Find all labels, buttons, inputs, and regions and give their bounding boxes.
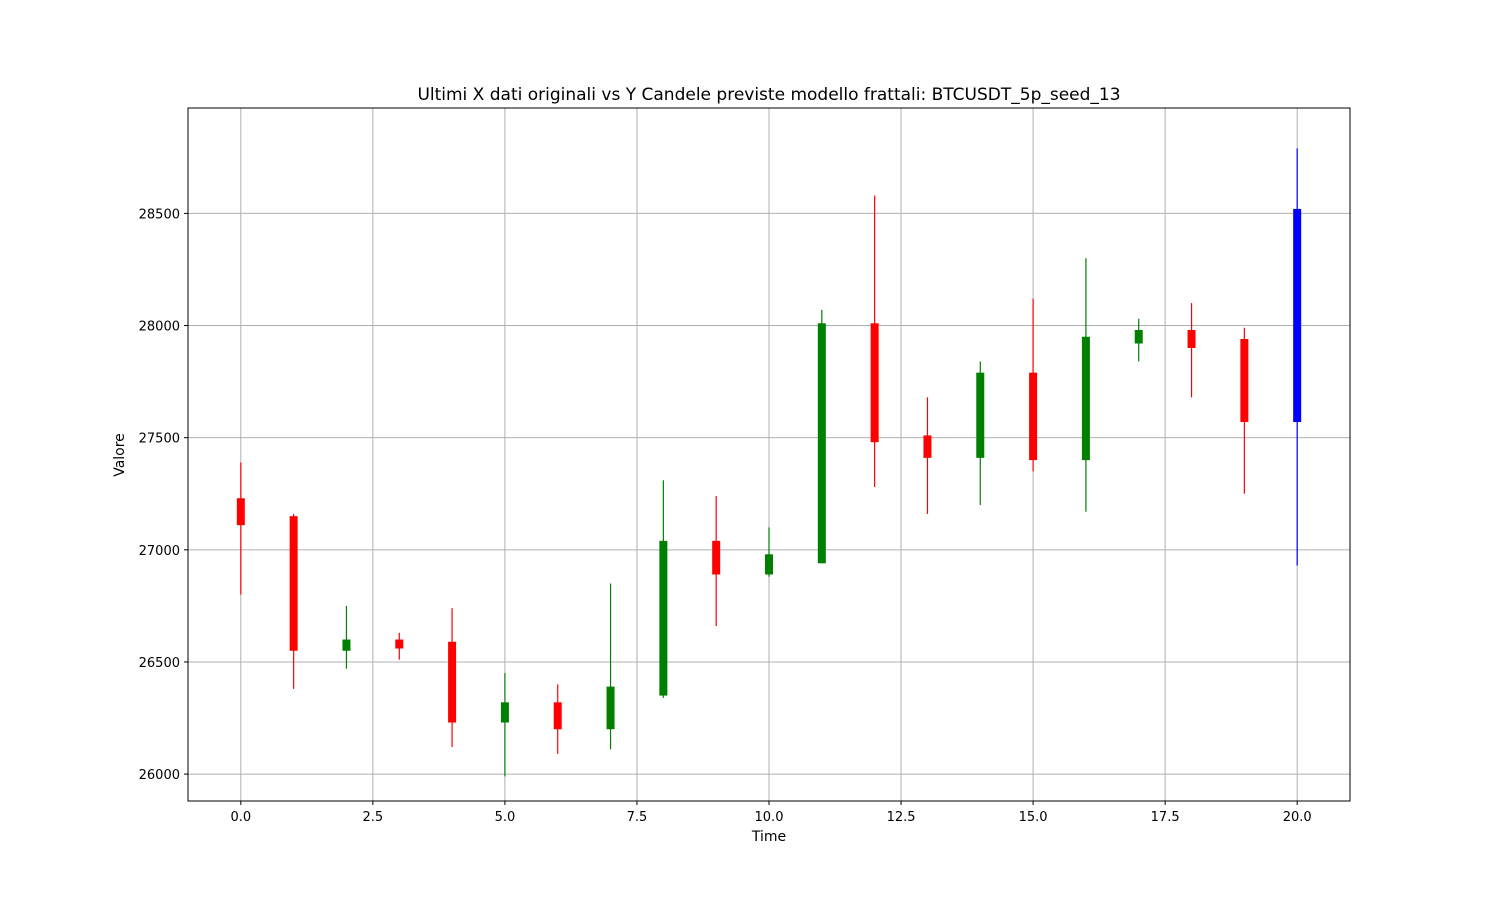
candle-series [236, 148, 1302, 777]
x-tick-label: 20.0 [1283, 810, 1312, 825]
y-axis-label: Valore [112, 433, 128, 477]
y-tick-label: 28500 [139, 207, 180, 222]
candle-body [659, 540, 668, 696]
x-axis-ticks: 0.0 2.5 5.0 7.5 10.0 12.5 15.0 17.5 20.0 [230, 801, 1312, 825]
candle-body [765, 554, 773, 575]
candle-body [395, 639, 404, 649]
candle-body [870, 323, 879, 443]
x-tick-label: 7.5 [627, 810, 648, 825]
x-tick-label: 15.0 [1019, 810, 1048, 825]
candle-body [817, 323, 826, 564]
candle-body [500, 702, 509, 723]
candle-body [1187, 330, 1196, 348]
x-tick-label: 17.5 [1151, 810, 1180, 825]
grid-lines [188, 108, 1350, 801]
y-tick-label: 27000 [139, 544, 180, 559]
candle-body [1293, 208, 1302, 422]
x-tick-label: 12.5 [887, 810, 916, 825]
candle-body [236, 498, 245, 526]
candle-body [1081, 336, 1090, 461]
candle-body [1134, 330, 1143, 344]
candle-body [1240, 339, 1249, 422]
candle-body [712, 540, 721, 575]
y-tick-label: 27500 [139, 432, 180, 447]
candle-body [342, 639, 351, 651]
x-tick-label: 10.0 [755, 810, 784, 825]
candle-body [289, 516, 298, 651]
candle-body [553, 702, 562, 730]
x-axis-label: Time [751, 829, 786, 845]
y-tick-label: 26500 [139, 656, 180, 671]
y-tick-label: 26000 [139, 768, 180, 783]
x-tick-label: 0.0 [230, 810, 251, 825]
x-tick-label: 5.0 [495, 810, 516, 825]
candle-body [448, 641, 457, 723]
candle-body [923, 435, 932, 458]
candle-body [1029, 372, 1038, 461]
y-axis-ticks: 26000 26500 27000 27500 28000 28500 [139, 207, 188, 783]
y-tick-label: 28000 [139, 320, 180, 335]
candle-body [606, 686, 615, 730]
chart-title: Ultimi X dati originali vs Y Candele pre… [417, 85, 1120, 105]
candle-body [976, 372, 985, 458]
x-tick-label: 2.5 [363, 810, 384, 825]
